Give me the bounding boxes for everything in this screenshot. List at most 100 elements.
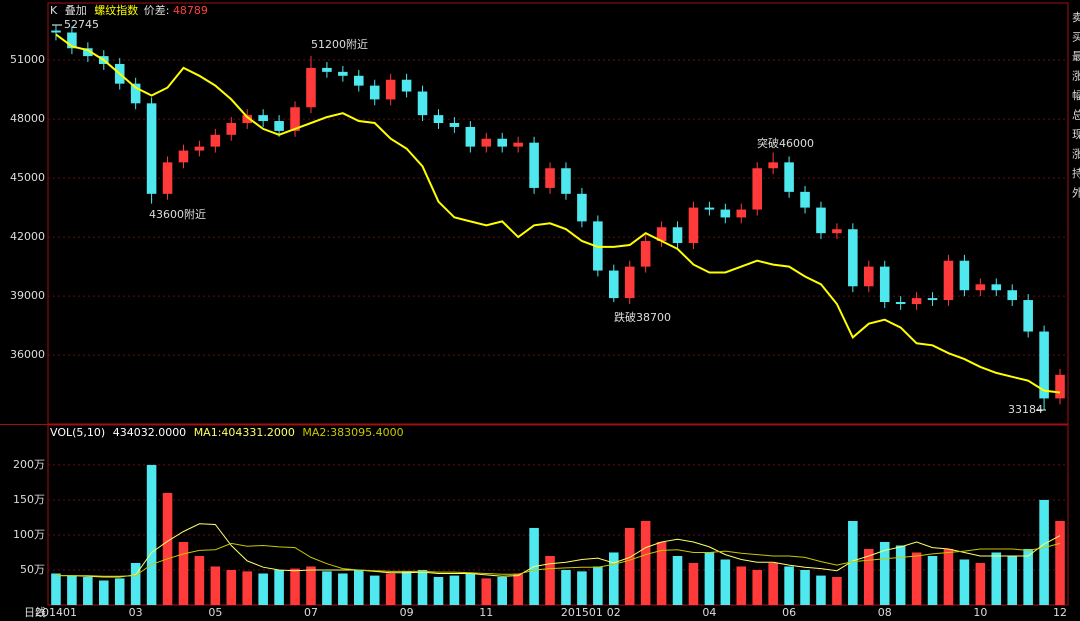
side-panel-label: 幅 — [1072, 89, 1080, 102]
volume-bar — [895, 545, 906, 605]
price-panel — [47, 2, 1069, 425]
volume-bar — [114, 578, 125, 605]
candle-body — [911, 298, 922, 304]
volume-bar — [465, 573, 476, 605]
candle-body — [561, 168, 571, 194]
volume-bar — [800, 569, 810, 605]
x-tick-label: 201401 — [35, 606, 77, 619]
volume-bar — [975, 562, 986, 605]
candle-body — [338, 71, 348, 76]
x-tick-label: 10 — [973, 606, 987, 619]
candle-body — [545, 168, 555, 188]
side-panel-label: 涨 — [1072, 70, 1080, 83]
candle-body — [736, 209, 747, 218]
volume-bar — [258, 573, 268, 605]
candle-body — [146, 103, 157, 194]
candle-body — [369, 85, 380, 100]
candle-body — [67, 32, 77, 49]
volume-bar — [864, 548, 874, 605]
y-tick-label: 42000 — [10, 230, 45, 243]
candle-body — [672, 227, 683, 244]
candle-body — [322, 67, 332, 72]
candle-body — [704, 207, 715, 210]
candle-body — [816, 207, 826, 234]
volume-bar — [497, 576, 507, 605]
volume-bar — [83, 576, 93, 605]
volume-bar — [162, 492, 173, 605]
annotation: 43600附近 — [149, 207, 206, 221]
candle-body — [226, 123, 237, 135]
volume-value: 434032.0000 — [113, 426, 186, 439]
volume-panel — [47, 424, 1069, 606]
volume-bar — [943, 548, 954, 605]
volume-bar — [1055, 520, 1065, 605]
x-tick-label: 04 — [702, 606, 716, 619]
candle-body — [465, 126, 476, 147]
candle-body — [768, 162, 778, 169]
volume-bar — [704, 552, 715, 605]
volume-bar — [672, 555, 683, 605]
volume-bar — [927, 555, 938, 605]
volume-bar — [449, 575, 460, 605]
candle-body — [720, 209, 731, 218]
candle-body — [1007, 290, 1017, 301]
title-overlay-name: 螺纹指数 — [94, 3, 138, 17]
candle-body — [848, 229, 858, 287]
x-tick-label: 08 — [878, 606, 892, 619]
volume-bar — [959, 559, 970, 605]
candle-body — [497, 138, 507, 147]
volume-bar — [242, 571, 252, 605]
volume-bar — [338, 573, 348, 605]
candle-body — [1039, 331, 1049, 399]
volume-bar — [688, 562, 699, 605]
volume-tick-label: 50万 — [20, 563, 45, 576]
candle-body — [1055, 374, 1065, 399]
x-tick-label: 03 — [129, 606, 143, 619]
x-tick-label: 09 — [400, 606, 414, 619]
side-panel-label: 卖 — [1072, 11, 1080, 24]
candle-body — [290, 107, 300, 131]
volume-bar — [784, 566, 794, 605]
volume-bar — [226, 569, 237, 605]
candle-body — [688, 207, 699, 244]
candle-body — [624, 266, 635, 299]
candle-body — [178, 150, 189, 163]
y-tick-label: 45000 — [10, 171, 45, 184]
annotation-high: 52745 — [64, 18, 99, 31]
x-tick-label: 12 — [1053, 606, 1067, 619]
candle-body — [433, 115, 444, 124]
volume-bar — [991, 552, 1002, 605]
y-tick-label: 36000 — [10, 348, 45, 361]
candle-body — [83, 48, 93, 57]
volume-bar — [210, 566, 221, 605]
annotation: 51200附近 — [311, 37, 368, 51]
candle-body — [401, 79, 412, 92]
volume-bar — [577, 571, 587, 605]
volume-bar — [322, 571, 332, 605]
volume-bar — [290, 568, 300, 605]
candle-body — [943, 260, 954, 301]
candle-body — [274, 121, 284, 131]
candle-body — [879, 266, 890, 303]
ma1-label: MA1:404331.2000 — [194, 426, 295, 439]
x-tick-label: 11 — [479, 606, 493, 619]
title-overlay: 叠加 — [65, 4, 87, 17]
volume-bar — [369, 575, 380, 605]
title-spread-label: 价差: — [144, 3, 170, 17]
volume-bar — [130, 562, 141, 605]
volume-bar — [640, 520, 651, 605]
candle-body — [417, 91, 428, 116]
candle-body — [752, 168, 762, 210]
candle-body — [513, 142, 523, 147]
x-tick-label: 02 — [607, 606, 621, 619]
x-axis-label: 日线 — [24, 605, 46, 619]
y-tick-label: 48000 — [10, 112, 45, 125]
candle-body — [800, 191, 810, 208]
side-panel-label: 外 — [1072, 187, 1080, 200]
candle-body — [130, 83, 141, 104]
volume-bar — [832, 576, 842, 605]
volume-bar — [194, 555, 205, 605]
ma-line — [56, 542, 1061, 577]
side-panel-label: 最 — [1072, 50, 1080, 63]
